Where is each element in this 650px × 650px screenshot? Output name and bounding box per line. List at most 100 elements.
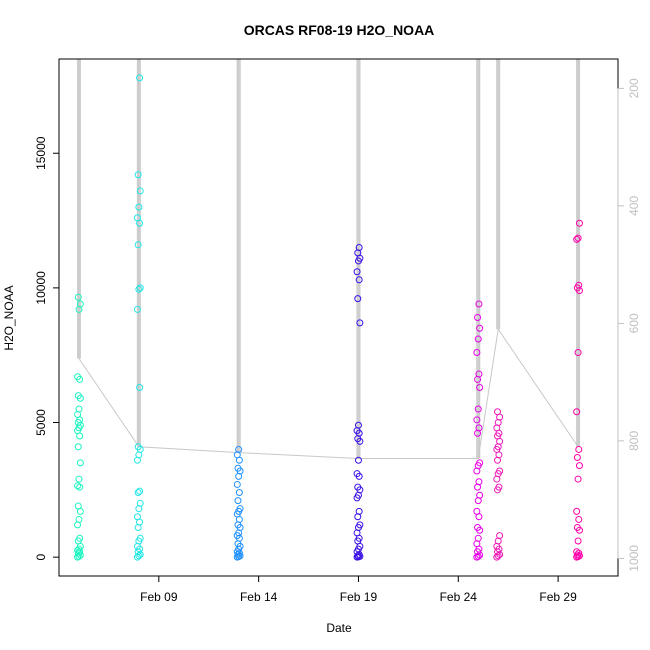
- data-point: [74, 443, 82, 451]
- data-point: [354, 456, 362, 464]
- data-point: [235, 489, 243, 497]
- right-tick-label: 1000: [627, 545, 641, 572]
- data-point: [575, 281, 583, 289]
- data-point: [475, 478, 483, 486]
- y-tick-label: 5000: [34, 409, 48, 436]
- data-point: [136, 534, 144, 542]
- data-point: [474, 314, 482, 321]
- data-point: [134, 489, 142, 497]
- data-point: [135, 285, 143, 293]
- x-axis-label: Date: [326, 621, 352, 635]
- data-point: [473, 507, 481, 515]
- x-tick-label: Feb 29: [539, 590, 577, 604]
- data-point: [76, 459, 84, 467]
- data-point: [133, 214, 141, 222]
- data-point: [355, 276, 363, 284]
- data-point: [234, 497, 242, 505]
- chart-title: ORCAS RF08-19 H2O_NOAA: [244, 22, 435, 38]
- data-point: [234, 464, 242, 472]
- x-tick-label: Feb 19: [340, 590, 378, 604]
- y-axis: 0 5000 10000 15000: [34, 136, 59, 560]
- x-tick-label: Feb 09: [140, 590, 178, 604]
- data-point: [136, 499, 144, 507]
- data-point: [474, 335, 482, 343]
- data-point: [76, 300, 84, 308]
- y-tick-label: 10000: [34, 271, 48, 305]
- data-point: [353, 470, 361, 478]
- data-point: [75, 475, 83, 483]
- x-tick-label: Feb 24: [440, 590, 478, 604]
- data-point: [135, 552, 143, 560]
- data-point: [473, 349, 481, 357]
- data-point: [573, 235, 581, 243]
- y-axis-label: H2O_NOAA: [2, 285, 16, 350]
- data-point: [136, 187, 144, 195]
- data-point: [573, 507, 581, 515]
- data-point: [75, 405, 83, 413]
- data-point: [356, 521, 364, 529]
- data-point: [476, 324, 484, 332]
- data-point: [574, 349, 582, 357]
- data-point: [76, 534, 84, 542]
- data-point: [573, 408, 581, 416]
- data-point: [575, 462, 583, 470]
- data-point: [74, 392, 82, 400]
- y-tick-label: 0: [34, 553, 48, 560]
- data-point-layer: [74, 74, 583, 561]
- data-point: [236, 505, 244, 513]
- data-point: [354, 295, 362, 303]
- data-point: [573, 454, 581, 462]
- pressure-connect-line: [78, 327, 579, 459]
- data-point: [474, 552, 482, 560]
- data-point: [355, 507, 363, 515]
- data-point: [133, 513, 141, 521]
- right-tick-label: 600: [627, 313, 641, 333]
- right-tick-label: 800: [627, 431, 641, 451]
- data-point: [354, 421, 362, 429]
- data-point: [475, 370, 483, 378]
- data-point: [133, 305, 141, 313]
- y-tick-label: 15000: [34, 136, 48, 170]
- data-point: [135, 203, 143, 211]
- data-point: [134, 443, 142, 451]
- x-axis: Feb 09 Feb 14 Feb 19 Feb 24 Feb 29: [140, 576, 577, 604]
- data-point: [355, 243, 363, 251]
- data-point: [476, 384, 484, 392]
- data-point: [574, 537, 582, 545]
- plot-frame: [58, 58, 619, 577]
- data-point: [74, 373, 82, 381]
- x-tick-label: Feb 14: [240, 590, 278, 604]
- data-point: [575, 219, 583, 227]
- data-point: [496, 467, 504, 475]
- data-point: [136, 487, 144, 495]
- data-point: [74, 482, 82, 490]
- data-point: [134, 171, 142, 179]
- right-tick-label: 400: [627, 196, 641, 216]
- data-point: [356, 319, 364, 327]
- data-point: [474, 405, 482, 413]
- data-point: [235, 445, 243, 453]
- data-point: [74, 549, 82, 557]
- data-point: [496, 532, 504, 540]
- data-point: [573, 524, 581, 532]
- data-point: [354, 552, 362, 560]
- data-point: [136, 384, 144, 392]
- data-point: [474, 534, 482, 542]
- data-point: [233, 480, 241, 488]
- data-point: [475, 424, 483, 432]
- data-point: [495, 483, 503, 491]
- pressure-trace-layer: [76, 59, 581, 459]
- data-point: [136, 74, 144, 82]
- data-point: [134, 241, 142, 249]
- data-point: [575, 445, 583, 453]
- data-point: [75, 515, 83, 523]
- data-point: [354, 483, 362, 491]
- data-point: [136, 284, 144, 292]
- data-point: [474, 524, 482, 532]
- data-point: [476, 491, 484, 499]
- data-point: [573, 548, 581, 556]
- data-point: [494, 552, 502, 560]
- data-point: [575, 515, 583, 523]
- data-point: [353, 268, 361, 276]
